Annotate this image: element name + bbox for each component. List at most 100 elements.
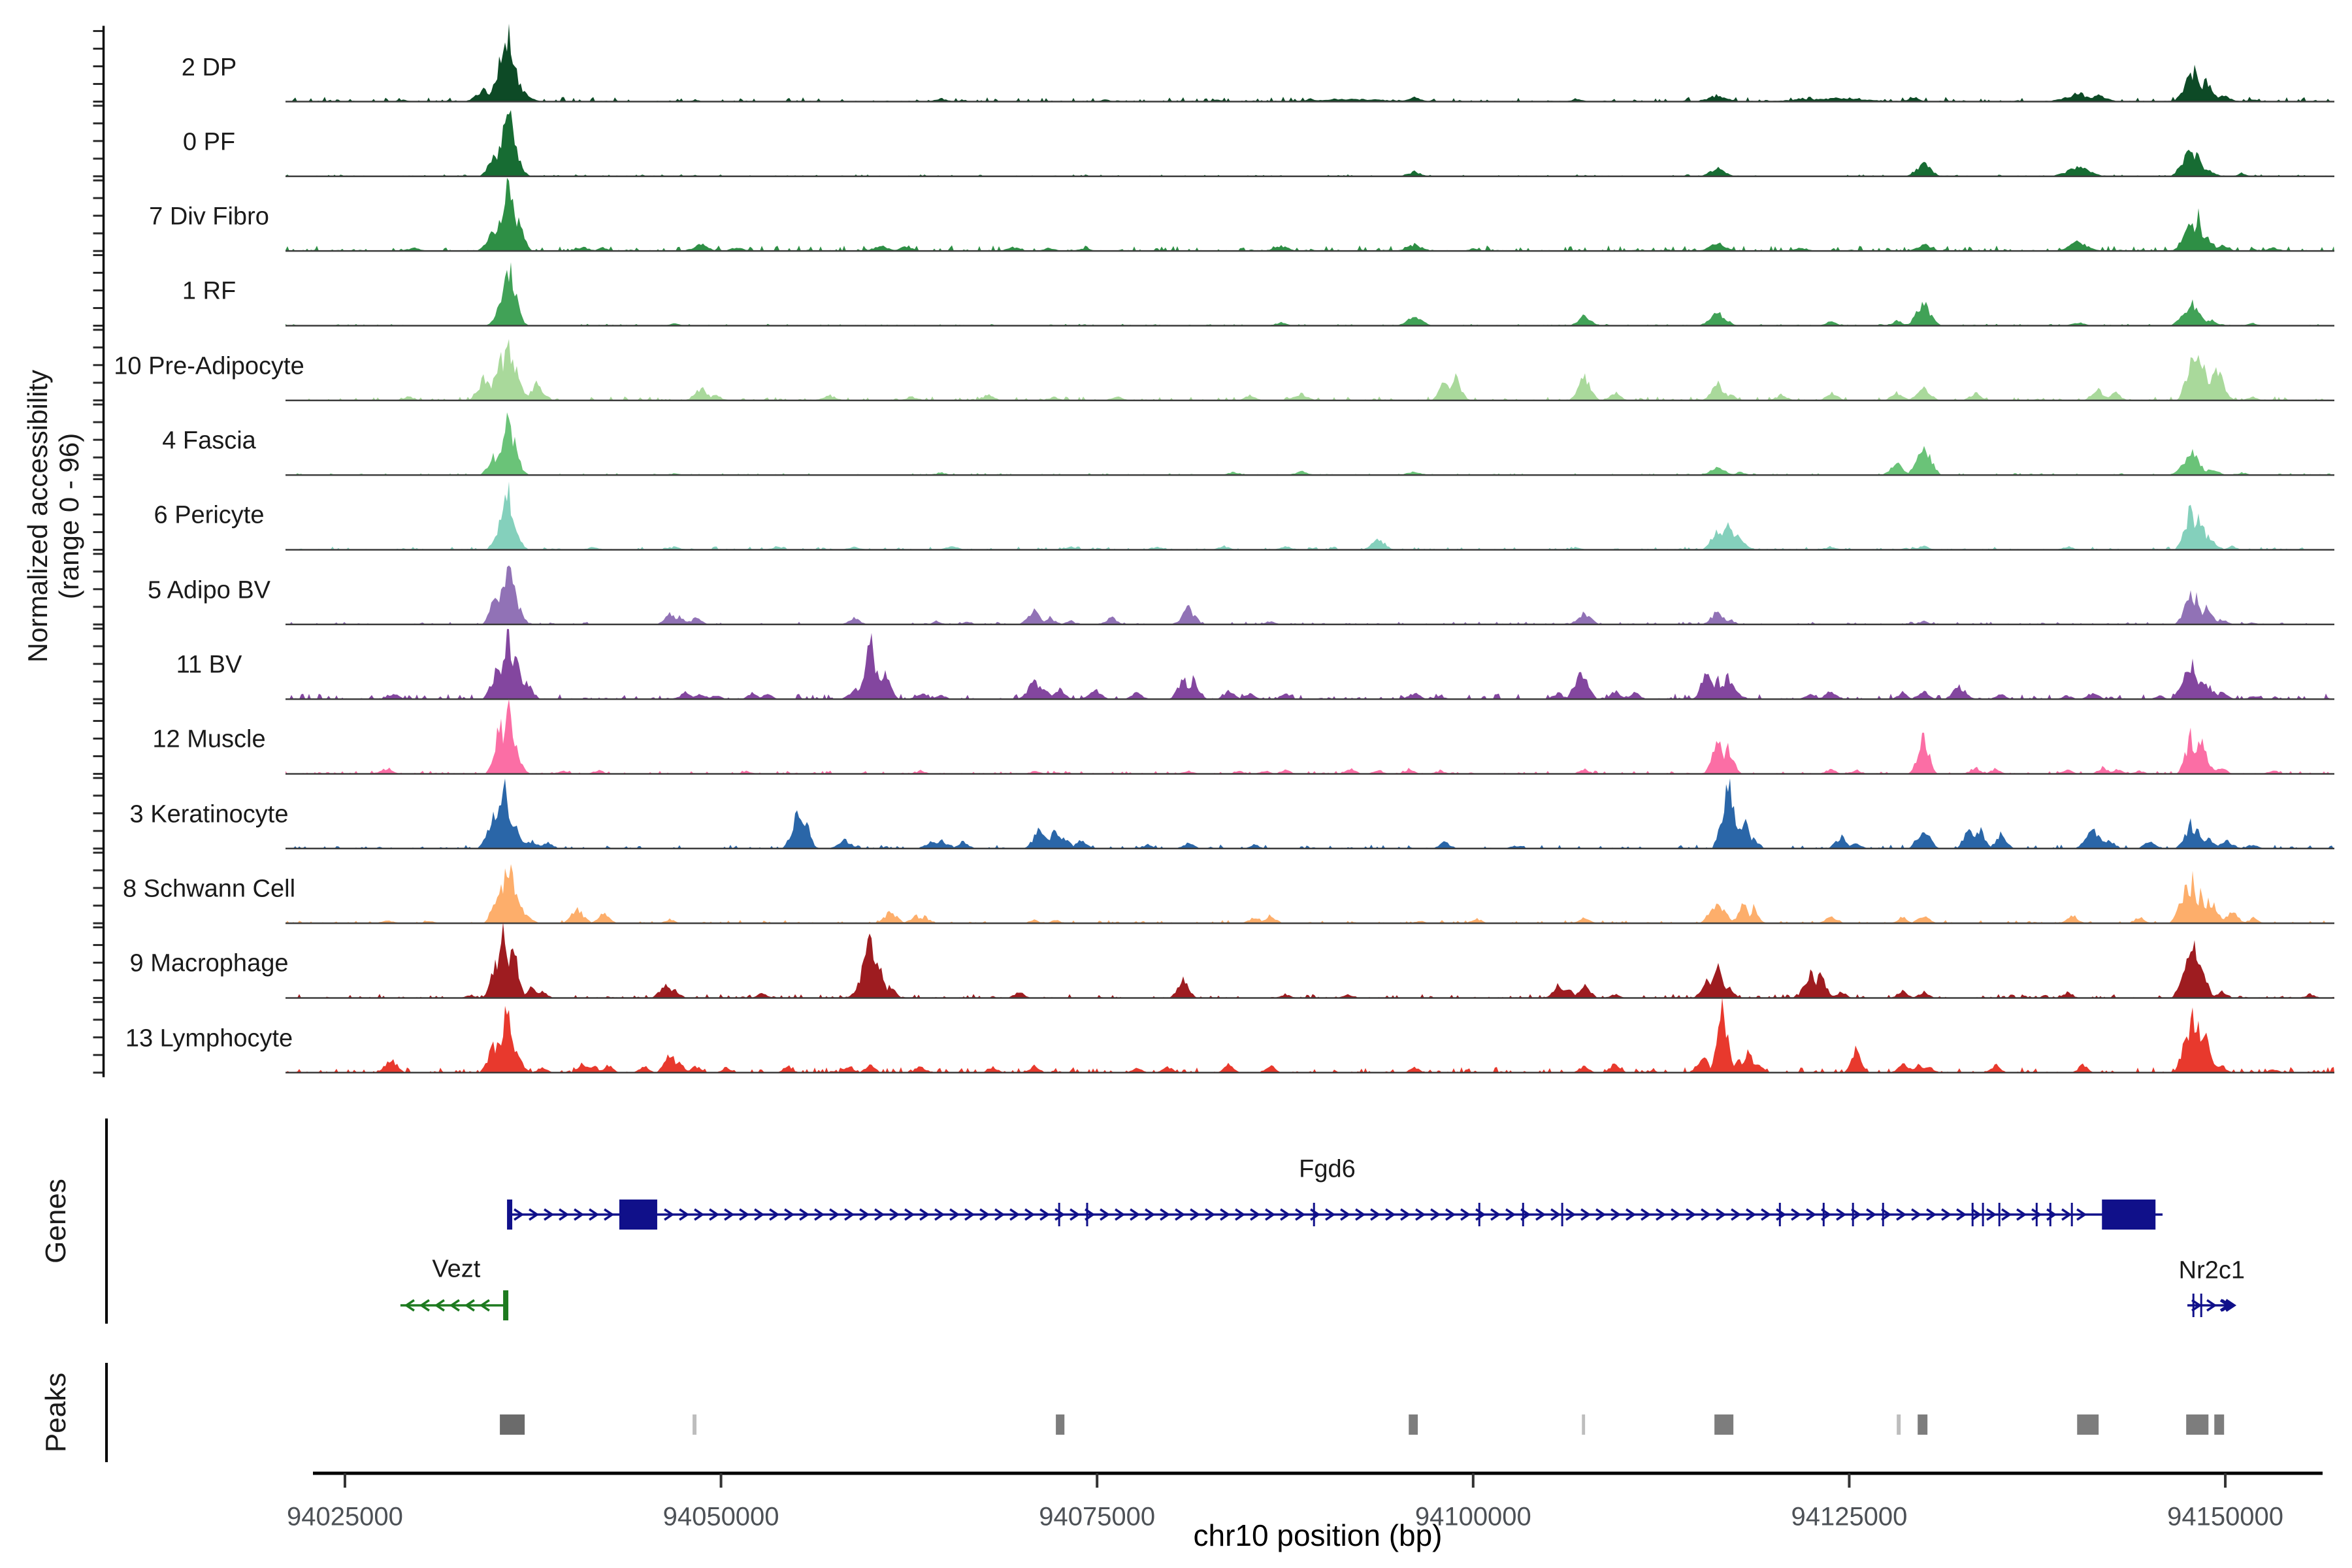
gene-strand-arrow	[1986, 1208, 1997, 1221]
gene-strand-arrow	[739, 1208, 750, 1221]
gene-strand-arrow	[1881, 1208, 1892, 1221]
gene-strand-arrow	[574, 1208, 585, 1221]
gene-strand-arrow	[919, 1208, 930, 1221]
gene-strand-arrow	[1821, 1208, 1832, 1221]
gene-strand-arrow	[1220, 1208, 1231, 1221]
track-signal-10-pre-adipocyte	[286, 338, 2334, 400]
gene-strand-arrow	[1926, 1208, 1937, 1221]
gene-strand-arrow	[2061, 1208, 2072, 1221]
track-signal-6-pericyte	[286, 482, 2334, 550]
called-peak-box	[1918, 1414, 1928, 1435]
gene-strand-arrow	[479, 1299, 490, 1312]
gene-strand-arrow	[589, 1208, 600, 1221]
gene-strand-arrow	[1866, 1208, 1877, 1221]
track-label: 4 Fascia	[162, 427, 256, 455]
gene-strand-arrow	[1475, 1208, 1486, 1221]
gene-strand-arrow	[449, 1299, 460, 1312]
x-tick-label: 94075000	[1039, 1502, 1156, 1531]
gene-strand-arrow	[844, 1208, 855, 1221]
gene-strand-arrow	[1430, 1208, 1441, 1221]
y-axis-label-line2: (range 0 - 96)	[54, 433, 84, 600]
track-signal-11-bv	[286, 629, 2334, 700]
gene-strand-arrow	[2191, 1299, 2202, 1312]
gene-strand-arrow	[979, 1208, 990, 1221]
track-label: 9 Macrophage	[129, 949, 289, 977]
called-peak-box	[1582, 1414, 1586, 1435]
gene-strand-arrow	[1806, 1208, 1817, 1221]
track-label: 7 Div Fibro	[149, 203, 269, 231]
x-axis-title: chr10 position (bp)	[1193, 1518, 1443, 1552]
gene-strand-arrow	[694, 1208, 705, 1221]
gene-strand-arrow	[1490, 1208, 1501, 1221]
gene-strand-arrow	[2031, 1208, 2042, 1221]
gene-strand-arrow	[1024, 1208, 1036, 1221]
gene-strand-arrow	[2046, 1208, 2057, 1221]
track-signal-8-schwann-cell	[286, 864, 2334, 924]
track-label: 13 Lymphocyte	[125, 1024, 293, 1053]
x-tick-label: 94025000	[286, 1502, 403, 1531]
gene-strand-arrow	[559, 1208, 570, 1221]
gene-strand-arrow	[1280, 1208, 1291, 1221]
gene-strand-arrow	[1671, 1208, 1682, 1221]
gene-strand-arrow	[1851, 1208, 1862, 1221]
track-signal-12-muscle	[286, 698, 2334, 774]
gene-label-fgd6: Fgd6	[1299, 1155, 1356, 1183]
track-label: 8 Schwann Cell	[122, 875, 296, 903]
gene-strand-arrow	[1205, 1208, 1216, 1221]
gene-strand-arrow	[1971, 1208, 1982, 1221]
gene-strand-arrow	[1535, 1208, 1546, 1221]
gene-strand-arrow	[1896, 1208, 1907, 1221]
gene-strand-arrow	[1039, 1208, 1051, 1221]
track-signal-7-div-fibro	[286, 178, 2334, 252]
called-peak-box	[1056, 1414, 1065, 1435]
gene-strand-arrow	[829, 1208, 840, 1221]
gene-strand-arrow	[994, 1208, 1005, 1221]
track-label: 5 Adipo BV	[147, 576, 271, 604]
track-signal-13-lymphocyte	[286, 997, 2334, 1073]
track-label: 0 PF	[182, 128, 236, 156]
track-label: 10 Pre-Adipocyte	[114, 352, 304, 380]
gene-strand-arrow	[1520, 1208, 1531, 1221]
gene-strand-arrow	[874, 1208, 885, 1221]
track-signal-5-adipo-bv	[286, 565, 2334, 625]
gene-strand-arrow	[2001, 1208, 2012, 1221]
x-tick-label: 94100000	[1414, 1502, 1531, 1531]
gene-strand-arrow	[604, 1208, 615, 1221]
gene-strand-arrow	[1250, 1208, 1261, 1221]
gene-strand-arrow	[1235, 1208, 1246, 1221]
gene-strand-arrow	[784, 1208, 795, 1221]
track-label: 3 Keratinocyte	[129, 800, 289, 828]
track-label: 11 BV	[176, 651, 242, 679]
gene-strand-arrow	[889, 1208, 900, 1221]
gene-strand-arrow	[904, 1208, 915, 1221]
x-tick-label: 94050000	[662, 1502, 779, 1531]
track-signal-1-rf	[286, 262, 2334, 326]
gene-strand-arrow	[964, 1208, 975, 1221]
gene-strand-arrow	[1776, 1208, 1787, 1221]
gene-strand-arrow	[814, 1208, 825, 1221]
gene-strand-arrow	[434, 1299, 445, 1312]
gene-strand-arrow	[1656, 1208, 1667, 1221]
y-axis-label: Normalized accessibility (range 0 - 96)	[22, 370, 85, 662]
gene-strand-arrow	[1580, 1208, 1592, 1221]
gene-strand-arrow	[1550, 1208, 1561, 1221]
gene-strand-arrow	[1836, 1208, 1847, 1221]
track-label: 12 Muscle	[152, 725, 266, 753]
gene-strand-arrow	[679, 1208, 690, 1221]
gene-strand-arrow	[1701, 1208, 1712, 1221]
gene-strand-arrow	[1731, 1208, 1742, 1221]
gene-strand-arrow	[769, 1208, 780, 1221]
gene-strand-arrow	[1145, 1208, 1156, 1221]
track-signal-2-dp	[286, 24, 2334, 102]
gene-label-nr2c1: Nr2c1	[2178, 1256, 2246, 1284]
gene-strand-arrow	[1070, 1208, 1081, 1221]
track-label: 2 DP	[181, 54, 237, 81]
gene-strand-arrow	[1160, 1208, 1171, 1221]
gene-strand-arrow	[934, 1208, 945, 1221]
gene-strand-arrow	[1100, 1208, 1111, 1221]
gene-strand-arrow	[1310, 1208, 1321, 1221]
track-label: 1 RF	[182, 277, 237, 305]
gene-strand-arrow	[404, 1299, 415, 1312]
gene-strand-arrow	[1941, 1208, 1952, 1221]
